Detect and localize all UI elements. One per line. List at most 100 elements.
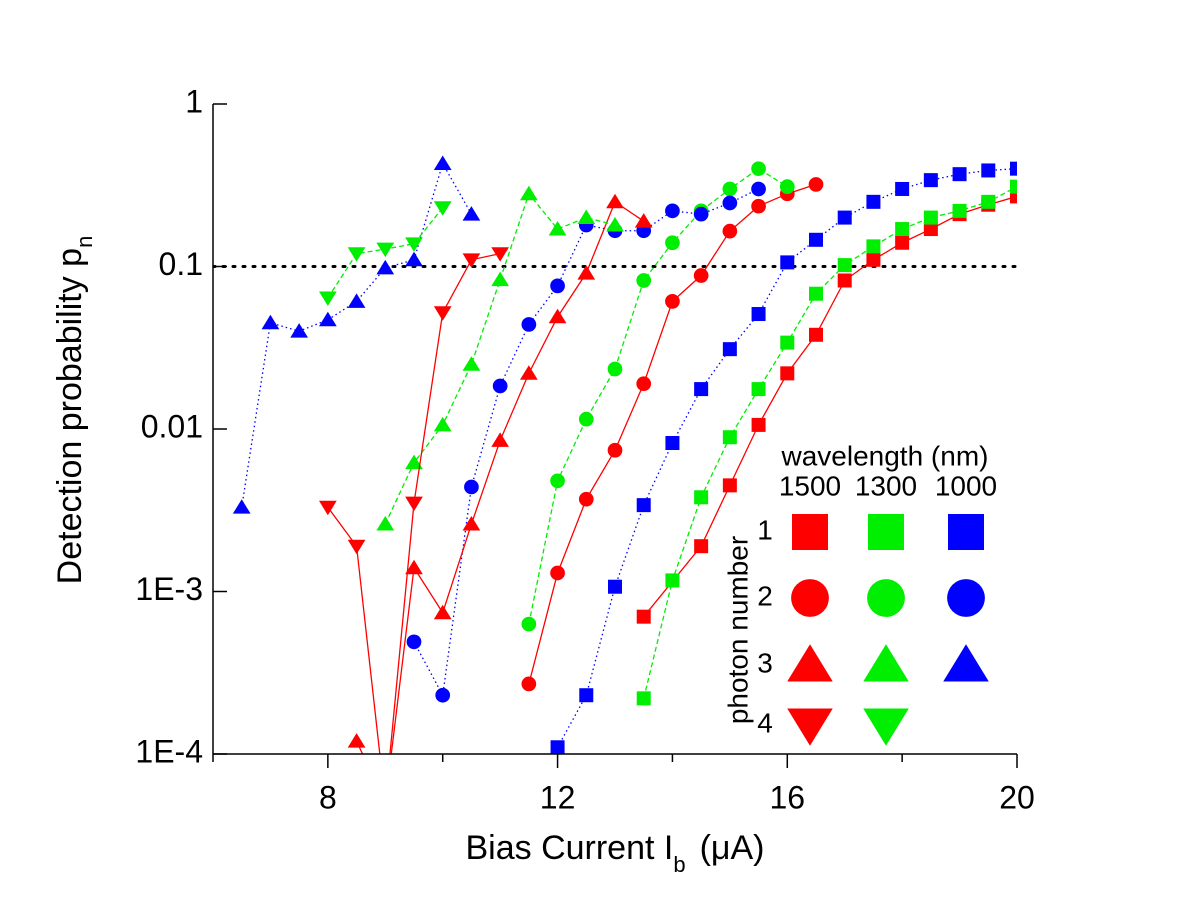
marker	[665, 203, 680, 219]
marker	[521, 317, 537, 332]
y-label-main: Detection probability p	[51, 248, 89, 584]
y-tick-label: 1	[185, 83, 203, 119]
y-axis-label: Detection probability pn	[51, 236, 97, 585]
marker	[462, 516, 481, 531]
marker	[550, 278, 565, 294]
x-tick-label: 8	[319, 779, 337, 815]
marker	[1010, 179, 1017, 194]
marker	[809, 232, 823, 247]
marker	[665, 235, 680, 251]
marker	[462, 206, 481, 221]
marker	[491, 271, 509, 287]
marker	[837, 273, 852, 288]
x-axis-label: Bias Current Ib (μA)	[465, 829, 764, 877]
marker	[895, 235, 910, 250]
marker	[520, 185, 538, 201]
y-tick-label: 1E-4	[135, 733, 203, 769]
legend-column-label: 1500	[779, 470, 841, 501]
marker	[981, 194, 996, 209]
legend-marker	[863, 708, 909, 746]
marker	[1010, 189, 1017, 204]
marker	[347, 293, 366, 308]
marker	[837, 210, 852, 225]
marker	[577, 265, 596, 280]
marker	[433, 201, 452, 216]
marker	[607, 442, 623, 458]
marker	[550, 565, 565, 581]
legend-marker	[791, 579, 829, 617]
marker	[347, 733, 366, 748]
marker	[636, 609, 651, 624]
marker	[521, 676, 537, 692]
x-tick-label: 20	[999, 779, 1035, 815]
legend-marker	[947, 579, 985, 617]
marker	[319, 291, 337, 307]
marker	[405, 559, 423, 575]
legend-marker	[868, 514, 904, 550]
marker	[923, 210, 938, 225]
legend-marker	[943, 644, 989, 682]
legend-marker	[863, 644, 909, 682]
marker	[809, 286, 823, 301]
series-line	[528, 183, 817, 685]
marker	[521, 616, 537, 632]
x-tick-label: 16	[769, 779, 805, 815]
marker	[347, 539, 366, 555]
marker	[636, 376, 652, 392]
marker	[290, 323, 308, 338]
series-line	[528, 167, 788, 625]
marker	[319, 500, 337, 516]
marker	[578, 491, 594, 507]
marker	[751, 161, 766, 177]
marker	[433, 416, 452, 432]
series-line	[355, 200, 645, 754]
marker	[636, 498, 651, 513]
marker	[722, 181, 738, 197]
marker	[607, 361, 623, 377]
marker	[837, 258, 852, 273]
marker	[548, 308, 567, 324]
marker	[606, 216, 624, 232]
marker	[462, 253, 481, 268]
legend-marker	[787, 644, 833, 682]
legend-marker	[792, 514, 828, 550]
marker	[808, 177, 824, 192]
marker	[577, 209, 596, 225]
marker	[809, 327, 823, 342]
marker	[376, 242, 395, 258]
marker	[952, 167, 967, 182]
marker	[520, 365, 538, 380]
marker	[693, 268, 709, 283]
marker	[376, 796, 394, 810]
marker	[693, 206, 709, 222]
legend-row-label: 3	[757, 647, 773, 678]
marker	[866, 252, 881, 267]
marker	[895, 222, 910, 237]
marker	[751, 198, 766, 214]
legend-row-label: 1	[757, 514, 773, 545]
marker	[694, 490, 709, 505]
marker	[491, 432, 509, 447]
marker	[376, 795, 394, 809]
marker	[405, 496, 423, 512]
marker	[779, 179, 795, 195]
marker	[722, 195, 738, 211]
marker	[780, 335, 795, 350]
x-label-main: Bias Current I	[465, 829, 673, 867]
marker	[694, 539, 709, 554]
marker	[376, 259, 395, 275]
x-label-sub: b	[673, 852, 685, 877]
marker	[780, 255, 795, 270]
marker	[665, 436, 680, 451]
marker	[433, 155, 452, 171]
marker	[665, 573, 680, 588]
marker	[722, 478, 737, 493]
legend-marker	[787, 708, 833, 746]
marker	[433, 306, 452, 321]
marker	[433, 604, 452, 620]
marker	[751, 307, 766, 322]
marker	[751, 382, 766, 397]
marker	[232, 499, 251, 514]
marker	[895, 181, 910, 196]
marker	[491, 247, 509, 262]
